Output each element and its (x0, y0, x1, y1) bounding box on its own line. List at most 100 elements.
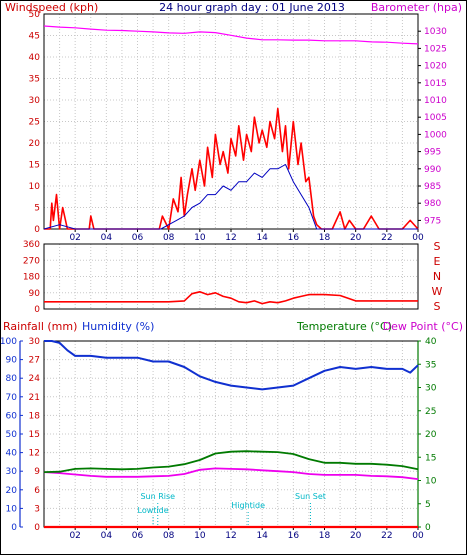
panel2-grid (44, 244, 418, 309)
x-tick-label: 16 (288, 233, 300, 243)
graph-title: 24 hour graph day : 01 June 2013 (159, 1, 345, 14)
rainfall-tick-label: 30 (29, 337, 41, 347)
barometer-tick-label: 995 (424, 148, 441, 158)
rainfall-tick-label: 0 (34, 523, 40, 533)
barometer-tick-label: 990 (424, 165, 441, 175)
humidity-tick-label: 0 (11, 523, 17, 533)
dewpoint-line (43, 467, 419, 480)
humidity-tick-label: 20 (6, 486, 18, 496)
panel2-frame (43, 243, 419, 310)
windspeed-y-ticks: 0 5 10 15 20 25 30 35 40 45 50 (29, 10, 41, 235)
rainfall-axis-title: Rainfall (mm) (3, 320, 77, 333)
humidity-tick-label: 40 (6, 449, 18, 459)
hightide-label: Hightide (231, 501, 265, 510)
humidity-tick-label: 70 (6, 393, 18, 403)
windspeed-tick-label: 35 (29, 75, 40, 85)
lowtide-label: Lowtide (138, 506, 169, 515)
panel1-series (43, 25, 419, 230)
x-tick-label: 18 (319, 531, 331, 541)
rainfall-tick-label: 27 (29, 356, 40, 366)
barometer-tick-label: 1020 (424, 62, 447, 72)
tide-sun-annotations: Sun Rise Lowtide Hightide Sun Set (138, 492, 326, 525)
x-tick-label: 10 (194, 233, 206, 243)
temperature-axis-title: Temperature (°C) (296, 320, 392, 333)
x-tick-label: 12 (225, 531, 236, 541)
x-tick-label: 18 (319, 233, 331, 243)
direction-tick-label: 0 (34, 305, 40, 315)
rainfall-tick-label: 3 (34, 504, 40, 514)
windspeed-tick-label: 30 (29, 96, 41, 106)
windspeed-tick-label: 5 (34, 204, 40, 214)
temperature-tick-label: 10 (425, 477, 437, 487)
temperature-y-ticks: 0 5 10 15 20 25 30 35 40 (417, 337, 437, 533)
barometer-tick-label: 1005 (424, 113, 447, 123)
x-tick-label: 02 (69, 233, 80, 243)
barometer-tick-label: 985 (424, 182, 441, 192)
rainfall-tick-label: 21 (29, 393, 40, 403)
x-tick-label: 20 (350, 531, 362, 541)
humidity-tick-label: 60 (6, 411, 18, 421)
windspeed-tick-label: 50 (29, 10, 41, 20)
humidity-tick-label: 30 (6, 467, 18, 477)
x-tick-label: 14 (256, 531, 268, 541)
barometer-tick-label: 1010 (424, 96, 447, 106)
temperature-tick-label: 25 (425, 407, 436, 417)
rainfall-tick-label: 6 (34, 486, 40, 496)
wind-average-line (43, 164, 418, 230)
compass-letter: N (433, 270, 441, 283)
humidity-tick-label: 80 (6, 374, 18, 384)
barometer-tick-label: 1015 (424, 79, 447, 89)
temperature-tick-label: 0 (425, 523, 431, 533)
x-tick-label: 00 (412, 233, 424, 243)
humidity-tick-label: 10 (6, 504, 18, 514)
x-tick-label: 12 (225, 233, 236, 243)
rainfall-tick-label: 12 (29, 449, 40, 459)
barometer-axis-title: Barometer (hpa) (371, 1, 462, 14)
rainfall-y-ticks: 0 3 6 9 12 15 18 21 24 27 30 (29, 337, 41, 533)
barometer-tick-label: 1030 (424, 27, 447, 37)
temperature-line (43, 450, 419, 473)
x-tick-label: 08 (163, 233, 175, 243)
humidity-axis-title: Humidity (%) (82, 320, 154, 333)
barometer-tick-label: 1000 (424, 130, 447, 140)
x-tick-label: 04 (101, 531, 113, 541)
barometer-tick-label: 975 (424, 216, 441, 226)
wind-direction-line (44, 290, 418, 305)
barometer-tick-label: 980 (424, 199, 441, 209)
direction-tick-label: 90 (29, 289, 41, 299)
compass-letter: E (434, 255, 441, 268)
windspeed-axis-title: Windspeed (kph) (5, 1, 98, 14)
barometer-tick-label: 1025 (424, 44, 447, 54)
direction-y-ticks: 0 90 180 270 360 (23, 240, 40, 315)
x-tick-label: 16 (288, 531, 300, 541)
windspeed-tick-label: 15 (29, 161, 40, 171)
temperature-tick-label: 15 (425, 453, 436, 463)
barometer-y-ticks: 975 980 985 990 995 1000 1005 1010 1015 1020 1025 1… (418, 27, 447, 226)
temperature-tick-label: 40 (425, 337, 437, 347)
panel2-series (44, 290, 418, 305)
sunset-label: Sun Set (295, 492, 326, 501)
dewpoint-axis-title: Dew Point (°C) (383, 320, 463, 333)
compass-letter: S (434, 300, 441, 313)
x-tick-label: 14 (256, 233, 268, 243)
humidity-line (44, 340, 419, 391)
x-tick-label: 22 (381, 233, 392, 243)
windspeed-tick-label: 0 (34, 225, 40, 235)
temperature-tick-label: 35 (425, 360, 436, 370)
rainfall-tick-label: 15 (29, 430, 40, 440)
rainfall-tick-label: 9 (34, 467, 40, 477)
x-tick-label: 20 (350, 233, 362, 243)
humidity-tick-label: 90 (6, 356, 18, 366)
windspeed-tick-label: 10 (29, 182, 41, 192)
panel1-x-ticks: 02 04 06 08 10 12 14 16 18 20 22 00 (69, 229, 424, 243)
temperature-tick-label: 30 (425, 384, 437, 394)
x-tick-label: 00 (412, 531, 424, 541)
x-tick-label: 10 (194, 531, 206, 541)
humidity-tick-label: 100 (0, 337, 17, 347)
x-tick-label: 06 (132, 531, 144, 541)
barometer-line (43, 25, 419, 45)
